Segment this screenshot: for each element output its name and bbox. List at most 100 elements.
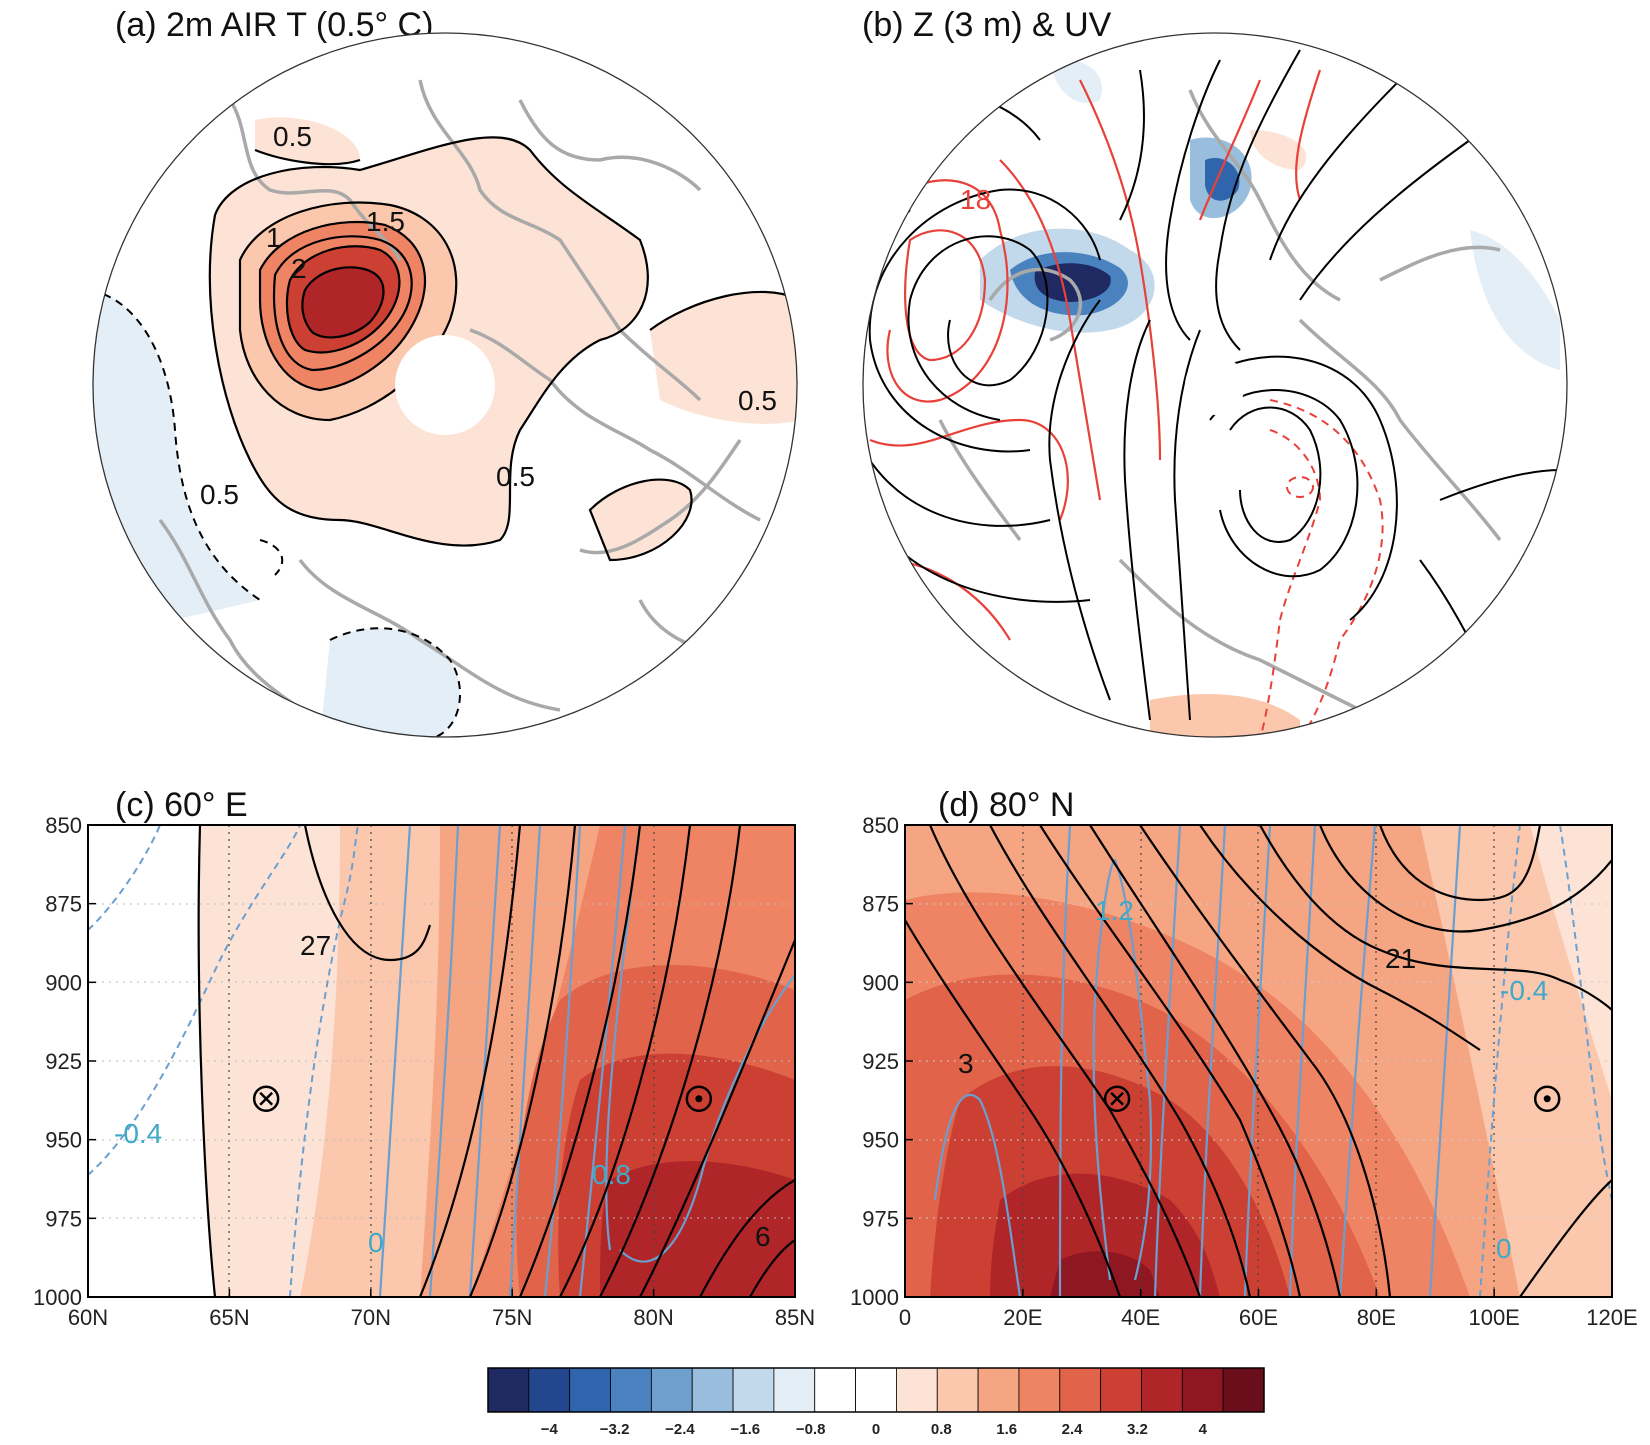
colorbar-swatch: [1141, 1367, 1183, 1413]
panel-c-x-axis: 60N 65N 70N 75N 80N 85N: [68, 1289, 815, 1330]
panel-a-frame: [92, 32, 798, 738]
panel-a-map: [93, 33, 797, 737]
panel-d-y-tick-label: 975: [862, 1206, 899, 1231]
colorbar-label: −1.6: [730, 1421, 760, 1438]
panel-d-into-page-marker: [1103, 1085, 1131, 1113]
panel-c-y-tick-label: 975: [45, 1206, 82, 1231]
panel-c-x-tick-label: 70N: [351, 1305, 391, 1330]
panel-d: (d) 80° N: [850, 786, 1638, 1330]
panel-c-negative-blue-contours: [88, 825, 359, 1297]
panel-d-negative-blue-contours: [1479, 825, 1612, 1297]
panel-d-y-tick-label: 950: [862, 1128, 899, 1153]
panel-d-black-contours: [905, 825, 1612, 1297]
panel-c-x-tick-label: 65N: [209, 1305, 249, 1330]
panel-b-frame: [862, 32, 1568, 738]
panel-c-x-tick-label: 60N: [68, 1305, 108, 1330]
colorbar-label: 4: [1199, 1421, 1208, 1438]
colorbar-swatch: [773, 1367, 816, 1413]
colorbar-label: −2.4: [665, 1421, 695, 1438]
colorbar-swatch: [487, 1367, 530, 1413]
panel-d-contour-label: 0: [1496, 1233, 1512, 1264]
colorbar-swatches: [487, 1367, 1265, 1413]
panel-d-y-tick-label: 1000: [850, 1285, 899, 1310]
panel-c-x-tick-label: 75N: [492, 1305, 532, 1330]
panel-d-contour-label: -0.4: [1500, 975, 1548, 1006]
colorbar-labels: −4 −3.2 −2.4 −1.6 −0.8 0 0.8 1.6 2.4 3.2 4: [541, 1421, 1208, 1438]
colorbar-swatch: [691, 1367, 734, 1413]
panel-c-contour-label: 6: [755, 1221, 771, 1252]
panel-d-contour-label: 21: [1385, 943, 1416, 974]
panel-a-contour-label: 1: [266, 222, 282, 253]
panel-a-contour-label: 0.5: [738, 385, 777, 416]
panel-c-contour-label: 27: [300, 930, 331, 961]
colorbar-label: −3.2: [600, 1421, 630, 1438]
panel-c-y-tick-label: 950: [45, 1128, 82, 1153]
panel-d-y-tick-label: 925: [862, 1049, 899, 1074]
panel-c-y-axis: 850 875 900 925 950 975 1000: [33, 813, 96, 1310]
panel-a-negative-area: [320, 628, 461, 737]
colorbar-swatch: [896, 1367, 938, 1413]
panel-c-black-contours: [197, 825, 795, 1297]
panel-d-y-tick-label: 850: [862, 813, 899, 838]
panel-b-title: (b) Z (3 m) & UV: [862, 6, 1112, 44]
panel-b-streamlines: [863, 49, 1561, 721]
panel-a-contour-label: 1.5: [366, 206, 405, 237]
panel-c-y-tick-label: 850: [45, 813, 82, 838]
panel-d-x-tick-label: 20E: [1003, 1305, 1042, 1330]
panel-b-height-contours: [869, 69, 1322, 641]
colorbar-label: −4: [541, 1421, 559, 1438]
colorbar-label: 0: [872, 1421, 880, 1438]
panel-c: (c) 60° E: [33, 786, 815, 1330]
panel-d-x-tick-label: 0: [899, 1305, 911, 1330]
colorbar-swatch: [650, 1367, 693, 1413]
panel-c-into-page-marker: [252, 1085, 280, 1113]
panel-d-x-axis: 0 20E 40E 60E 80E 100E 120E: [899, 1289, 1638, 1330]
panel-d-x-tick-label: 120E: [1586, 1305, 1637, 1330]
panel-c-y-tick-label: 875: [45, 892, 82, 917]
colorbar-swatch: [528, 1367, 571, 1413]
panel-c-title: (c) 60° E: [115, 786, 248, 824]
panel-d-y-tick-label: 900: [862, 970, 899, 995]
colorbar-swatch: [610, 1367, 652, 1413]
panel-a: (a) 2m AIR T (0.5° C): [92, 6, 798, 738]
panel-a-negative-contours: [93, 289, 461, 737]
panel-d-contour-label: 1.2: [1095, 895, 1134, 926]
panel-b-contour-label: 18: [960, 184, 991, 215]
panel-c-y-tick-label: 925: [45, 1049, 82, 1074]
colorbar-label: 3.2: [1127, 1421, 1148, 1438]
colorbar-swatch: [936, 1367, 979, 1413]
panel-d-out-of-page-marker: [1533, 1085, 1561, 1113]
panel-a-pole-mask: [395, 335, 495, 435]
colorbar-swatch: [1059, 1367, 1102, 1413]
colorbar-swatch: [977, 1367, 1020, 1413]
panel-a-contour-label: 0.5: [273, 121, 312, 152]
panel-d-x-tick-label: 100E: [1468, 1305, 1519, 1330]
colorbar-label: 0.8: [931, 1421, 952, 1438]
panel-a-coastlines: [158, 79, 761, 732]
panel-c-x-tick-label: 80N: [633, 1305, 673, 1330]
panel-c-contour-label: 0: [368, 1227, 384, 1258]
colorbar-swatch: [1018, 1367, 1061, 1413]
panel-b: (b) Z (3 m) & UV: [862, 6, 1568, 738]
panel-d-y-tick-label: 875: [862, 892, 899, 917]
panel-b-negative-height-contours: [1259, 399, 1384, 737]
colorbar-swatch: [1222, 1367, 1265, 1413]
panel-d-title: (d) 80° N: [938, 786, 1074, 824]
colorbar-swatch: [1181, 1367, 1224, 1413]
panel-d-x-tick-label: 40E: [1121, 1305, 1160, 1330]
panel-c-contour-label: -0.4: [114, 1118, 162, 1149]
panel-d-plot: [905, 825, 1612, 1297]
panel-c-out-of-page-marker: [685, 1085, 713, 1113]
panel-a-title: (a) 2m AIR T (0.5° C): [115, 6, 433, 44]
panel-d-x-tick-label: 80E: [1357, 1305, 1396, 1330]
panel-c-x-tick-label: 85N: [775, 1305, 815, 1330]
panel-d-x-tick-label: 60E: [1239, 1305, 1278, 1330]
colorbar-swatch: [569, 1367, 611, 1413]
panel-d-y-axis: 850 875 900 925 950 975 1000: [850, 813, 913, 1310]
panel-a-contour-label: 0.5: [496, 461, 535, 492]
panel-c-plot: [88, 825, 795, 1297]
panel-a-contour-label: 2: [291, 253, 307, 284]
panel-c-y-tick-label: 900: [45, 970, 82, 995]
panel-d-contour-label: 3: [958, 1048, 974, 1079]
